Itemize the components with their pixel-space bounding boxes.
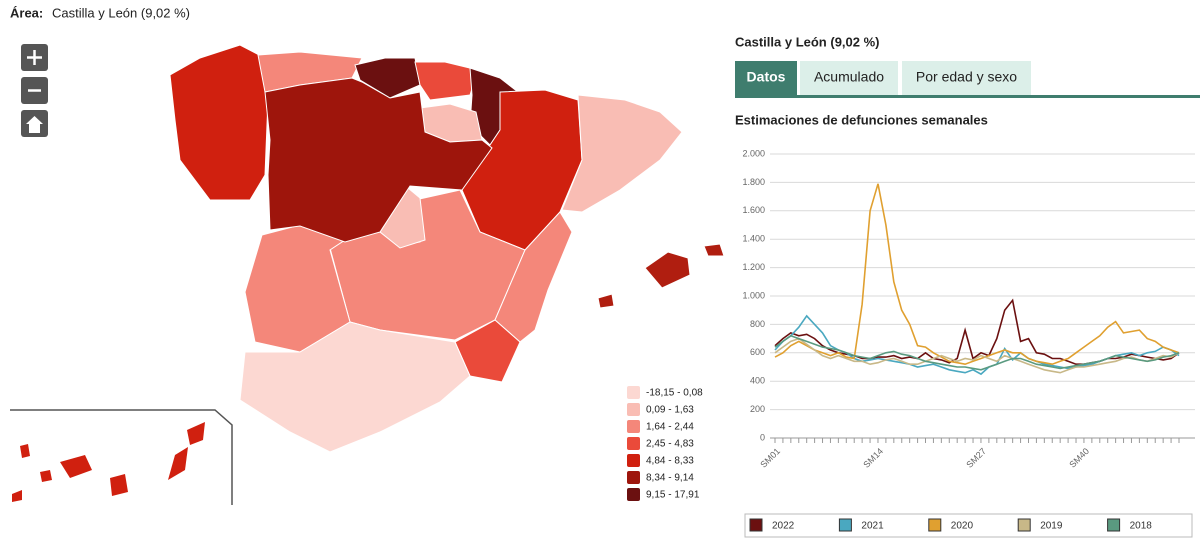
region[interactable] [414, 61, 479, 101]
legend-label: 9,15 - 17,91 [646, 490, 700, 501]
x-tick-label: SM40 [1067, 446, 1091, 470]
region[interactable] [12, 490, 22, 502]
area-label: Área: [10, 5, 43, 20]
tab-label[interactable]: Datos [747, 69, 786, 85]
tab[interactable]: Acumulado [800, 61, 898, 95]
legend-label: 2018 [1130, 521, 1153, 532]
y-tick-label: 1.800 [742, 177, 765, 187]
map-legend: -18,15 - 0,08 0,09 - 1,63 1,64 - 2,44 2,45 … [627, 386, 703, 501]
legend-label: 8,34 - 9,14 [646, 473, 694, 484]
chart-legend: 2022 2021 2020 2019 2018 [744, 513, 1193, 538]
series-line [774, 298, 1180, 365]
home-button[interactable] [21, 110, 48, 137]
region[interactable] [169, 44, 269, 201]
region[interactable] [644, 251, 691, 289]
legend-swatch [627, 420, 640, 433]
region-selected[interactable] [264, 77, 493, 243]
tab[interactable]: Datos [735, 61, 797, 95]
region[interactable] [239, 321, 471, 453]
tab-label[interactable]: Acumulado [814, 69, 884, 85]
tab-label[interactable]: Por edad y sexo [916, 69, 1017, 85]
y-tick-label: 1.400 [742, 234, 765, 244]
legend-label: 2022 [772, 521, 795, 532]
legend-item[interactable]: 2020 [928, 518, 974, 532]
chart-title: Estimaciones de defunciones semanales [735, 112, 988, 127]
legend-label: -18,15 - 0,08 [646, 388, 703, 399]
legend-swatch [627, 454, 640, 467]
line-chart: 0 200 400 600 800 1.000 1.200 1.400 1.600 1.800 2.… [742, 148, 1195, 538]
legend-item[interactable]: 2022 [749, 518, 795, 532]
region[interactable] [703, 243, 725, 257]
tab-background [735, 61, 797, 95]
tab[interactable]: Por edad y sexo [902, 61, 1031, 95]
legend-item[interactable]: 2019 [1017, 518, 1063, 532]
legend-swatch [627, 471, 640, 484]
region[interactable] [187, 422, 205, 445]
y-tick-label: 1.600 [742, 205, 765, 215]
legend-swatch [627, 386, 640, 399]
region[interactable] [40, 470, 52, 482]
y-tick-label: 2.000 [742, 148, 765, 158]
tabs: Datos Acumulado Por edad y sexo [735, 61, 1031, 95]
zoom-in[interactable] [21, 44, 48, 71]
panel-title: Castilla y León (9,02 %) [735, 34, 880, 49]
area-value: Castilla y León (9,02 %) [52, 5, 190, 20]
map [10, 44, 725, 505]
series-line [774, 337, 1180, 374]
legend-label: 1,64 - 2,44 [646, 422, 694, 433]
series-line [774, 183, 1180, 366]
y-tick-label: 400 [750, 376, 765, 386]
legend-swatch [627, 437, 640, 450]
legend-frame [744, 513, 1193, 538]
legend-label: 2021 [861, 521, 884, 532]
region[interactable] [110, 474, 128, 496]
zoom-out[interactable] [21, 77, 48, 104]
legend-label: 2020 [951, 521, 974, 532]
y-tick-label: 1.000 [742, 290, 765, 300]
region[interactable] [168, 447, 188, 480]
y-tick-label: 200 [750, 404, 765, 414]
legend-label: 0,09 - 1,63 [646, 405, 694, 416]
y-tick-label: 1.200 [742, 262, 765, 272]
legend-swatch [838, 518, 852, 532]
y-tick-label: 0 [760, 432, 765, 442]
legend-swatch [1017, 518, 1031, 532]
x-tick-label: SM14 [861, 446, 885, 470]
y-tick-label: 800 [750, 319, 765, 329]
legend-label: 4,84 - 8,33 [646, 456, 694, 467]
x-tick-label: SM01 [758, 446, 782, 470]
legend-label: 2019 [1040, 521, 1063, 532]
tab-underline [735, 95, 1200, 98]
legend-swatch [627, 488, 640, 501]
x-tick-label: SM27 [964, 446, 988, 470]
tab-background [902, 61, 1031, 95]
legend-item[interactable]: 2018 [1107, 518, 1153, 532]
legend-item[interactable]: 2021 [838, 518, 884, 532]
legend-label: 2,45 - 4,83 [646, 439, 694, 450]
legend-swatch [1107, 518, 1121, 532]
region[interactable] [20, 444, 30, 458]
region[interactable] [561, 94, 683, 213]
region[interactable] [60, 455, 92, 478]
series-line [774, 334, 1180, 371]
legend-swatch [749, 518, 763, 532]
region[interactable] [597, 293, 615, 309]
tab-background [800, 61, 898, 95]
legend-swatch [627, 403, 640, 416]
y-tick-label: 600 [750, 347, 765, 357]
canarias-inset-frame [10, 409, 233, 505]
legend-swatch [928, 518, 942, 532]
